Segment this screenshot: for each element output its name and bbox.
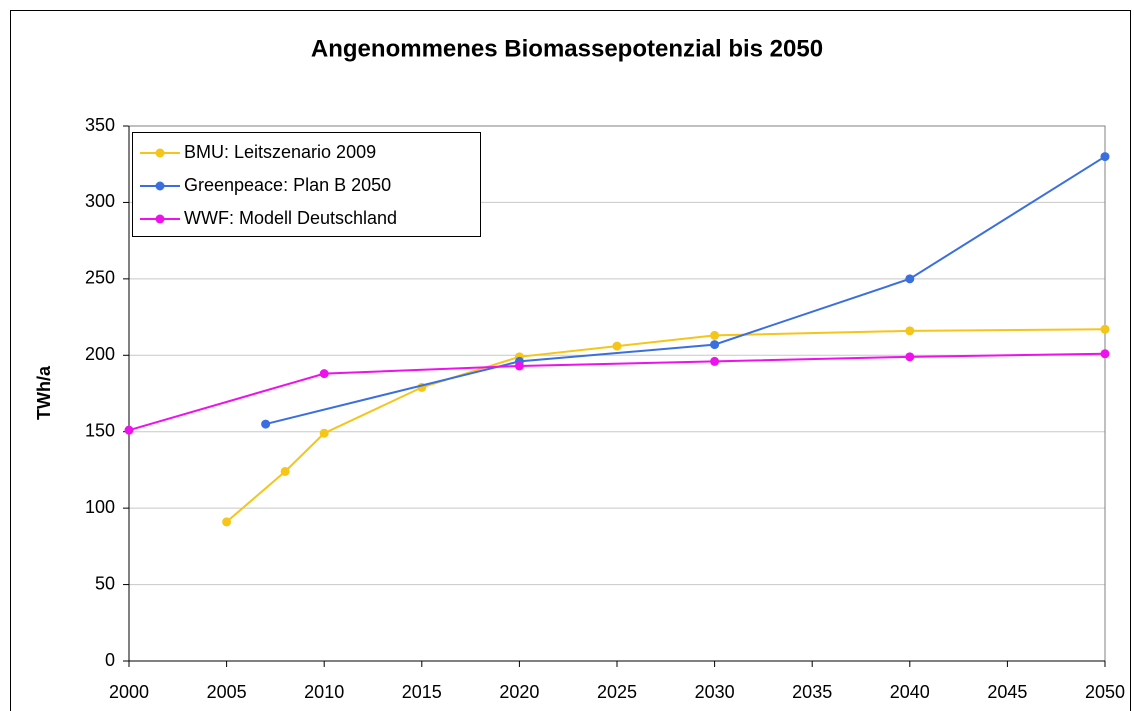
x-tick-label: 2050 xyxy=(1085,682,1125,702)
x-tick-label: 2035 xyxy=(792,682,832,702)
chart-frame xyxy=(10,10,1131,711)
x-tick-label: 2030 xyxy=(695,682,735,702)
legend-label: BMU: Leitszenario 2009 xyxy=(184,142,376,162)
x-tick-label: 2040 xyxy=(890,682,930,702)
x-tick-label: 2000 xyxy=(109,682,149,702)
data-point xyxy=(1100,152,1110,162)
legend-box xyxy=(132,132,481,237)
data-point xyxy=(710,340,720,350)
x-tick-label: 2045 xyxy=(987,682,1027,702)
series-line xyxy=(128,352,1106,432)
data-point xyxy=(612,341,622,351)
data-point xyxy=(222,517,232,527)
data-point xyxy=(319,428,329,438)
chart-title: Angenommenes Biomassepotenzial bis 2050 xyxy=(311,35,823,62)
x-tick-label: 2020 xyxy=(499,682,539,702)
series-line xyxy=(225,328,1106,523)
data-point xyxy=(905,274,915,284)
y-tick-label: 250 xyxy=(85,268,115,288)
x-tick-label: 2015 xyxy=(402,682,442,702)
data-point xyxy=(124,425,134,435)
y-tick-label: 150 xyxy=(85,420,115,440)
data-point xyxy=(710,330,720,340)
y-tick-label: 50 xyxy=(95,573,115,593)
data-point xyxy=(1100,349,1110,359)
data-point xyxy=(261,419,271,429)
y-axis-label: TWh/a xyxy=(34,365,54,420)
data-point xyxy=(710,356,720,366)
legend-marker xyxy=(155,181,165,191)
data-point xyxy=(905,352,915,362)
data-point xyxy=(905,326,915,336)
y-tick-label: 100 xyxy=(85,497,115,517)
y-tick-label: 0 xyxy=(105,650,115,670)
y-tick-label: 200 xyxy=(85,344,115,364)
data-point xyxy=(1100,324,1110,334)
x-tick-label: 2010 xyxy=(304,682,344,702)
x-tick-label: 2005 xyxy=(207,682,247,702)
legend-marker xyxy=(155,214,165,224)
legend-label: Greenpeace: Plan B 2050 xyxy=(184,175,391,195)
legend-marker xyxy=(155,148,165,158)
y-tick-label: 350 xyxy=(85,115,115,135)
y-tick-label: 300 xyxy=(85,191,115,211)
x-tick-label: 2025 xyxy=(597,682,637,702)
data-point xyxy=(280,466,290,476)
legend-label: WWF: Modell Deutschland xyxy=(184,208,397,228)
data-point xyxy=(514,361,524,371)
data-point xyxy=(319,369,329,379)
